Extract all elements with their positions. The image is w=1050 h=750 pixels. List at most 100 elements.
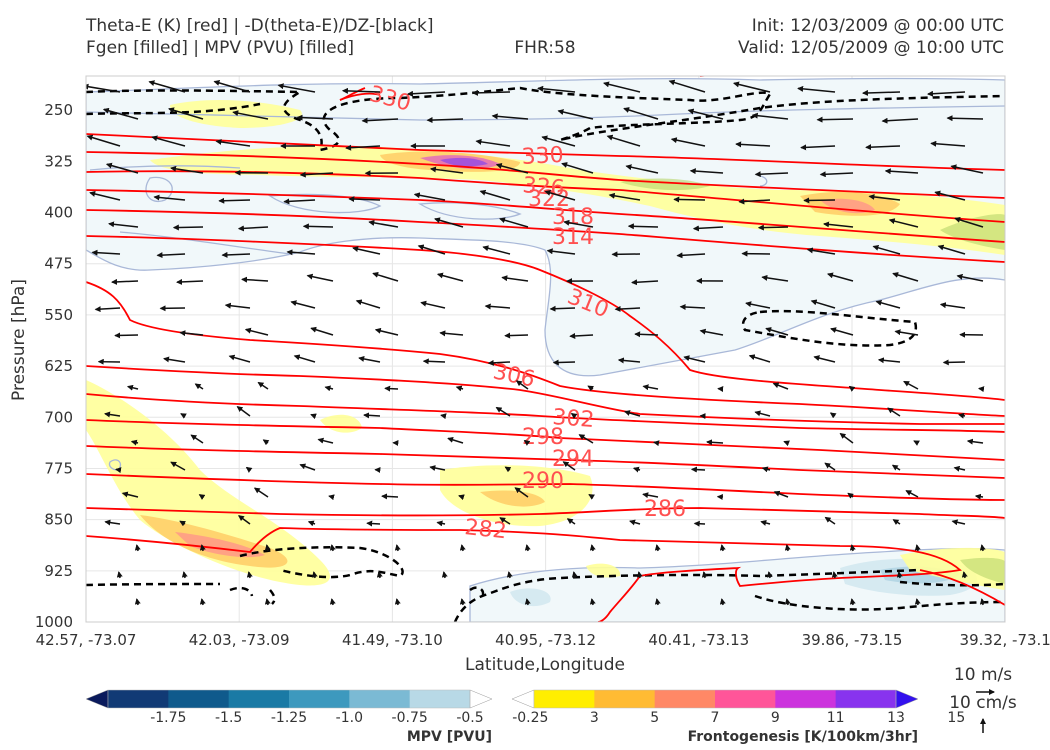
contour-label-290: 290 <box>522 469 564 494</box>
wind-vector <box>541 135 576 147</box>
x-tick-label: 41.49, -73.10 <box>342 631 443 649</box>
wind-vector <box>426 117 464 124</box>
wind-vector <box>156 252 186 259</box>
wind-vector <box>487 359 511 366</box>
wind-vector <box>121 491 139 498</box>
wind-vector <box>148 80 186 93</box>
wind-vector <box>849 598 856 606</box>
wind-vector <box>91 249 121 256</box>
y-tick-label: 400 <box>44 204 73 222</box>
colorbar-tick-label: -1.0 <box>336 710 363 726</box>
wind-vector <box>942 359 966 366</box>
wind-vector <box>245 466 253 473</box>
wind-vector <box>310 413 317 420</box>
wind-vector <box>459 598 466 606</box>
wind-vector <box>111 278 139 285</box>
x-tick-label: 42.57, -73.07 <box>36 631 137 649</box>
wind-vector <box>475 138 511 147</box>
mpv-colorbar: -1.75 -1.5 -1.25 -1.0 -0.75 -0.5 -0.25 <box>85 689 548 726</box>
wind-vector <box>642 492 659 499</box>
wind-vector <box>499 217 529 228</box>
colorbar-tick-label: -1.5 <box>215 710 242 726</box>
wind-vector <box>439 330 464 337</box>
wind-vector <box>701 571 708 579</box>
wind-vector <box>447 437 464 444</box>
wind-vector <box>819 171 854 178</box>
wind-vector <box>636 571 643 579</box>
wind-vector <box>875 299 901 309</box>
wind-vector <box>623 410 641 417</box>
colorbar-arrow-right <box>895 689 919 709</box>
mpv-colorbar-label: MPV [PVU] <box>407 729 492 745</box>
wind-vectors <box>86 79 986 606</box>
wind-vector <box>328 494 335 501</box>
mpv-contours <box>86 105 1005 471</box>
wind-vector <box>299 171 334 178</box>
colorbar-arrow-left <box>511 689 535 709</box>
wind-vector <box>436 272 464 282</box>
wind-vector <box>307 520 316 527</box>
wind-vector <box>738 198 771 205</box>
wind-vector <box>887 407 901 417</box>
wind-vector <box>549 305 576 312</box>
wind-vector <box>372 272 399 282</box>
wind-vector <box>358 356 381 363</box>
wind-vector <box>872 244 901 255</box>
colorbar-segment <box>775 690 837 708</box>
wind-vector <box>772 382 789 390</box>
x-tick-label: 40.95, -73.12 <box>495 631 596 649</box>
wind-vector <box>237 225 269 232</box>
wind-vector <box>126 384 139 391</box>
plot-frame <box>85 75 1006 623</box>
wind-vector <box>495 406 511 417</box>
colorbar-tick-label: 11 <box>827 710 845 726</box>
wind-vector <box>979 598 986 606</box>
wind-vector <box>761 466 771 473</box>
wind-vector <box>94 306 121 313</box>
wind-vector <box>441 571 448 579</box>
colorbar-tick-label: 7 <box>711 710 720 726</box>
wind-vector <box>892 519 901 525</box>
y-tick-label: 775 <box>44 459 73 477</box>
wind-vector <box>563 219 594 228</box>
wind-vector <box>89 190 121 201</box>
wind-vector <box>783 440 790 447</box>
wind-vector <box>748 354 771 363</box>
contour-label-286: 286 <box>644 497 686 522</box>
wind-vector <box>394 544 401 552</box>
wind-vector <box>296 114 334 121</box>
wind-vector <box>557 109 594 120</box>
wind-vector <box>504 332 529 339</box>
wind-vector <box>766 571 773 579</box>
wind-vector <box>537 85 576 93</box>
wind-vector <box>589 598 596 606</box>
theta-e-contour-bottom <box>919 569 1005 606</box>
wind-vector <box>317 437 334 444</box>
fgen-fill-purple <box>440 157 488 167</box>
colorbar-segment <box>594 690 656 708</box>
wind-vector <box>524 598 531 606</box>
wind-vector <box>914 544 921 552</box>
wind-vector <box>102 107 139 120</box>
wind-vector <box>355 299 381 309</box>
wind-vector <box>104 519 121 526</box>
y-tick-label: 925 <box>44 562 73 580</box>
theta-e-labels: 334 330 330 326 322 318 314 310 306 302 … <box>366 56 779 544</box>
wind-vector <box>831 571 838 579</box>
wind-vector <box>153 194 186 201</box>
wind-vector <box>894 329 919 336</box>
wind-vector <box>170 461 186 471</box>
colorbar-segment <box>168 690 230 708</box>
wind-vector <box>848 385 856 392</box>
wind-vector <box>341 87 381 94</box>
wind-vector <box>606 134 641 147</box>
x-axis-label: Latitude,Longitude <box>465 655 625 675</box>
wind-vector <box>760 520 771 526</box>
wind-vector <box>329 598 336 606</box>
contour-label-334: 334 <box>737 56 779 81</box>
wind-vector <box>394 598 401 606</box>
wind-vector <box>198 494 206 500</box>
wind-vector <box>654 544 661 552</box>
wind-vector <box>299 463 316 471</box>
valid-time: Valid: 12/05/2009 @ 10:00 UTC <box>738 38 1004 58</box>
